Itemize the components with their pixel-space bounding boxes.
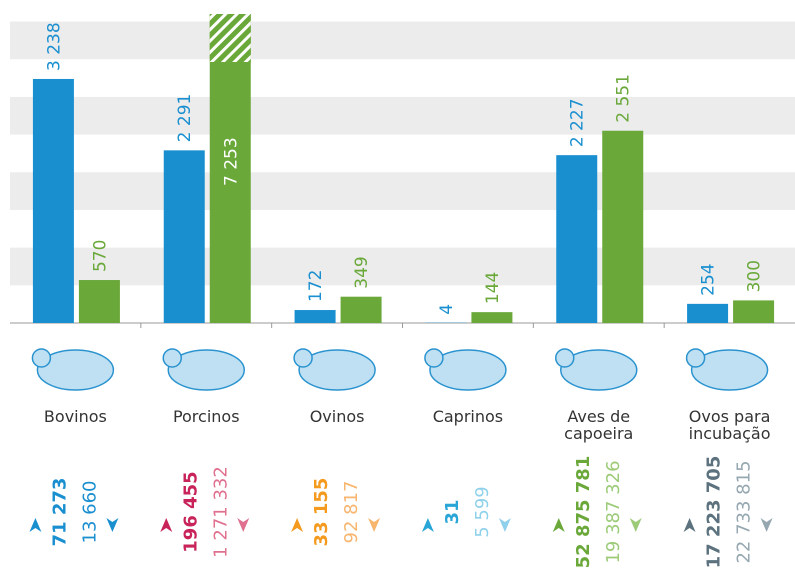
animal-icon xyxy=(556,349,637,390)
import-value: 17 223 705 xyxy=(704,456,725,569)
icon-head xyxy=(556,349,574,367)
bar xyxy=(164,150,205,323)
import-value: 196 455 xyxy=(180,471,201,552)
value-label: 144 xyxy=(483,272,503,304)
animal-icon xyxy=(163,349,244,390)
category-label: Caprinos xyxy=(413,408,523,425)
icon-head xyxy=(425,349,443,367)
page: 3 238 570 71 273 13 660 2 291 7 253 196 455 1 2… xyxy=(0,0,795,579)
value-label: 2 551 xyxy=(614,74,634,123)
export-value: 92 817 xyxy=(341,481,362,544)
icon-head xyxy=(294,349,312,367)
bar xyxy=(295,310,336,323)
up-arrow xyxy=(422,518,434,532)
value-label: 172 xyxy=(306,270,326,302)
icon-head xyxy=(687,349,705,367)
down-arrow xyxy=(237,518,249,532)
value-label: 349 xyxy=(352,256,372,288)
down-arrow xyxy=(499,518,511,532)
import-value: 52 875 781 xyxy=(573,456,594,569)
export-value: 13 660 xyxy=(79,481,100,544)
animal-icon xyxy=(425,349,506,390)
grid-band xyxy=(10,22,795,60)
value-label: 570 xyxy=(90,240,110,272)
icon-head xyxy=(32,349,50,367)
up-arrow xyxy=(553,518,565,532)
chart: 3 238 570 71 273 13 660 2 291 7 253 196 455 1 2… xyxy=(0,0,795,579)
export-value: 5 599 xyxy=(472,486,493,538)
category-label: Bovinos xyxy=(20,408,130,425)
value-label: 7 253 xyxy=(221,137,241,186)
down-arrow xyxy=(368,518,380,532)
down-arrow xyxy=(630,518,642,532)
category-label: Ovinos xyxy=(282,408,392,425)
import-value: 33 155 xyxy=(311,478,332,547)
value-label: 3 238 xyxy=(44,22,64,71)
bar xyxy=(79,280,120,323)
value-label: 4 xyxy=(437,304,457,315)
grid-band xyxy=(10,172,795,210)
value-label: 254 xyxy=(699,263,719,295)
category-label: Aves de capoeira xyxy=(544,408,654,442)
bar xyxy=(687,304,728,323)
value-label: 2 227 xyxy=(568,98,588,147)
bar xyxy=(556,155,597,323)
up-arrow xyxy=(29,518,41,532)
bar-break xyxy=(210,14,251,62)
grid-band xyxy=(10,97,795,135)
bar xyxy=(33,79,74,323)
down-arrow xyxy=(106,518,118,532)
grid-band xyxy=(10,248,795,286)
category-label: Ovos para incubação xyxy=(675,408,785,442)
bar xyxy=(471,312,512,323)
icon-head xyxy=(163,349,181,367)
animal-icon xyxy=(687,349,768,390)
export-value: 1 271 332 xyxy=(210,466,231,558)
animal-icon xyxy=(32,349,113,390)
bar xyxy=(602,131,643,323)
bar xyxy=(733,300,774,323)
import-value: 31 xyxy=(442,499,463,524)
bar xyxy=(341,297,382,323)
export-value: 22 733 815 xyxy=(734,460,755,563)
value-label: 2 291 xyxy=(175,94,195,143)
up-arrow xyxy=(684,518,696,532)
down-arrow xyxy=(761,518,773,532)
animal-icon xyxy=(294,349,375,390)
up-arrow xyxy=(160,518,172,532)
import-value: 71 273 xyxy=(49,478,70,547)
category-label: Porcinos xyxy=(151,408,261,425)
up-arrow xyxy=(291,518,303,532)
value-label: 300 xyxy=(745,260,765,292)
export-value: 19 387 326 xyxy=(603,460,624,563)
